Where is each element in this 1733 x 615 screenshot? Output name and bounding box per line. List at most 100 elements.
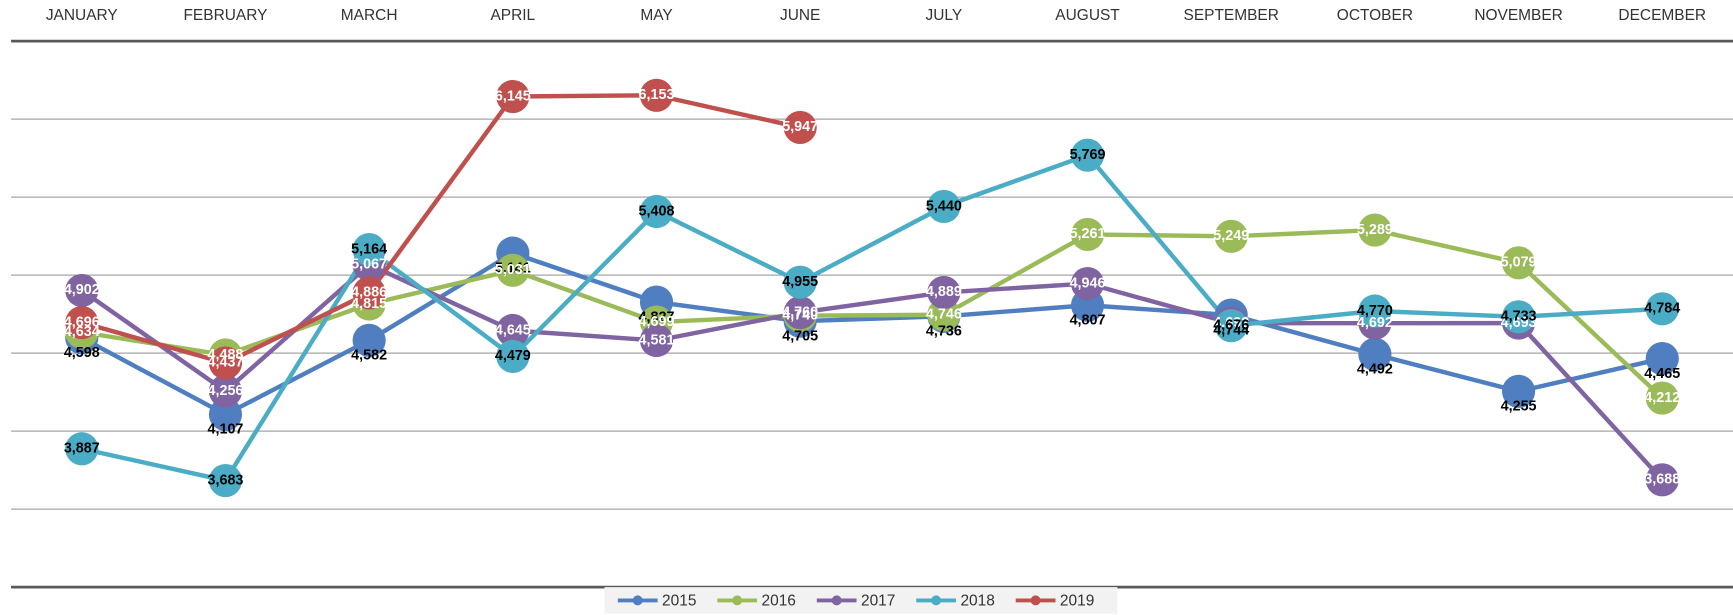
legend-label: 2018: [960, 593, 994, 610]
legend-label: 2017: [861, 593, 895, 610]
x-tick-label: JULY: [926, 7, 963, 24]
series-line: [80, 250, 1663, 417]
data-label: 4,699: [639, 314, 675, 330]
data-label: 4,492: [1357, 362, 1393, 378]
x-tick-label: JUNE: [780, 7, 820, 24]
x-tick-label: MAY: [640, 7, 672, 24]
data-label: 3,683: [207, 472, 243, 488]
marker: [1358, 294, 1392, 328]
x-tick-label: AUGUST: [1055, 7, 1120, 24]
legend-label: 2019: [1060, 593, 1094, 610]
data-label: 4,886: [351, 285, 387, 301]
data-label: 4,770: [1357, 303, 1393, 319]
series-line: [80, 262, 1664, 482]
data-label: 5,769: [1070, 147, 1106, 163]
marker: [1214, 219, 1248, 253]
marker: [1645, 292, 1679, 326]
marker: [1070, 138, 1105, 172]
data-label: 4,212: [1644, 390, 1680, 406]
data-label: 4,827: [639, 309, 675, 325]
legend-label: 2016: [762, 593, 796, 610]
data-label: 5,408: [639, 203, 675, 219]
data-label: 4,784: [1644, 301, 1680, 317]
marker: [65, 305, 99, 340]
marker: [1645, 463, 1679, 497]
data-label: 5,067: [351, 256, 387, 272]
marker: [208, 374, 243, 408]
marker: [1358, 337, 1392, 371]
data-label: 5,164: [351, 241, 387, 257]
marker: [496, 253, 530, 287]
legend-marker: [1030, 595, 1041, 606]
data-label: 6,153: [639, 87, 675, 103]
data-label: 4,107: [207, 422, 243, 438]
data-label: 4,676: [1213, 317, 1249, 333]
data-label: 4,488: [207, 347, 243, 363]
legend-marker: [931, 595, 942, 606]
marker: [208, 463, 243, 498]
marker: [496, 79, 530, 114]
marker: [496, 313, 530, 348]
marker: [352, 276, 386, 310]
marker: [639, 323, 674, 358]
series-line: [81, 93, 801, 366]
marker: [1502, 246, 1536, 280]
x-tick-label: SEPTEMBER: [1184, 7, 1279, 24]
x-tick-label: DECEMBER: [1618, 7, 1706, 24]
marker: [927, 189, 961, 224]
data-label: 4,746: [926, 307, 962, 323]
marker: [927, 275, 961, 310]
data-label: 5,440: [926, 198, 962, 214]
data-label: 5,947: [782, 119, 818, 135]
data-label: 5,031: [495, 262, 531, 278]
data-label: 4,437: [207, 355, 243, 371]
marker: [352, 232, 386, 267]
data-label: 4,733: [1501, 309, 1537, 325]
data-label: 3,887: [64, 441, 100, 457]
x-tick-label: APRIL: [490, 7, 535, 24]
data-label: 5,261: [1070, 226, 1106, 242]
marker: [1070, 266, 1105, 301]
marker: [1645, 381, 1679, 415]
data-label: 5,289: [1357, 222, 1393, 238]
data-label: 6,145: [495, 88, 531, 104]
data-label: 4,255: [1501, 399, 1537, 415]
marker: [1214, 309, 1248, 343]
series-line: [81, 152, 1663, 483]
data-label: 4,736: [926, 324, 962, 340]
x-tick-label: OCTOBER: [1337, 7, 1413, 24]
x-tick-label: FEBRUARY: [183, 7, 267, 24]
data-label: 5,079: [1501, 255, 1537, 271]
data-label: 4,760: [782, 304, 818, 320]
data-label: 4,692: [1213, 315, 1249, 331]
data-label: 5,249: [1213, 228, 1249, 244]
x-tick-label: NOVEMBER: [1474, 7, 1563, 24]
marker: [1358, 213, 1392, 247]
marker: [1502, 300, 1536, 334]
data-label: 4,807: [1070, 313, 1106, 329]
marker: [639, 194, 674, 229]
marker: [208, 397, 243, 432]
marker: [1645, 342, 1679, 376]
data-label: 4,256: [207, 383, 243, 399]
data-label: 4,479: [495, 348, 531, 364]
legend-marker: [831, 595, 842, 606]
data-label: 3,688: [1644, 472, 1680, 488]
marker: [65, 273, 99, 307]
marker: [783, 265, 817, 299]
legend-marker: [632, 595, 643, 606]
marker: [783, 295, 817, 330]
x-tick-label: MARCH: [341, 7, 398, 24]
marker: [1070, 217, 1105, 251]
data-label: 4,740: [782, 307, 818, 323]
data-label: 4,946: [1070, 275, 1106, 291]
data-label: 5,141: [495, 260, 531, 276]
data-label: 4,645: [495, 322, 531, 338]
marker: [1502, 374, 1536, 408]
series-line: [81, 227, 1664, 400]
legend-marker: [732, 595, 743, 606]
data-label: 4,582: [351, 348, 387, 364]
x-tick-label: JANUARY: [46, 7, 118, 24]
marker: [639, 78, 674, 112]
